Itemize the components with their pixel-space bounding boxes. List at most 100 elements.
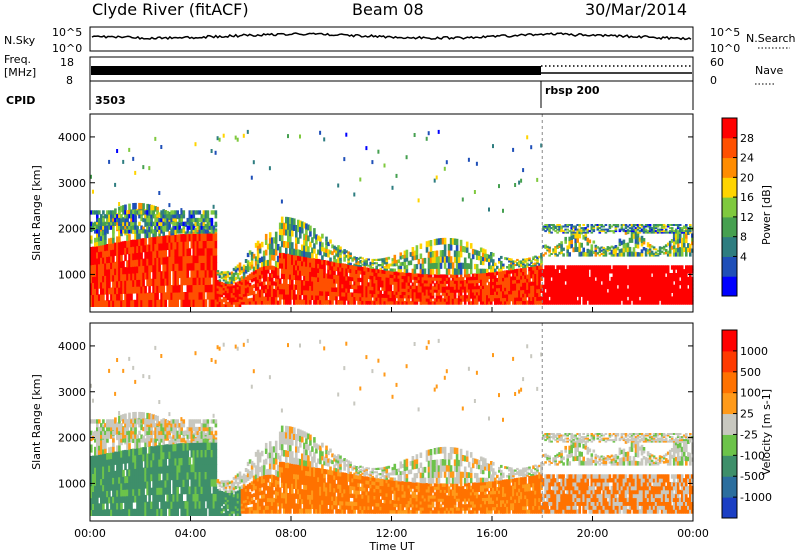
power-cell <box>421 279 425 284</box>
power-cell <box>363 293 366 298</box>
power-cell <box>542 273 545 278</box>
power-cell <box>291 242 294 249</box>
power-cell <box>343 300 346 305</box>
power-cell <box>634 251 638 257</box>
power-cell <box>628 288 632 293</box>
power-cell <box>622 288 626 293</box>
power-cell <box>325 252 328 257</box>
velocity-cell <box>116 423 119 428</box>
power-cell <box>289 299 292 305</box>
power-cell <box>166 214 169 219</box>
power-cell <box>92 276 95 283</box>
power-cell <box>395 281 399 286</box>
power-cell <box>200 225 204 230</box>
power-cell <box>634 296 638 301</box>
power-cell <box>208 233 212 241</box>
power-cell <box>194 227 198 231</box>
power-cell <box>142 245 145 253</box>
power-cell <box>264 239 268 245</box>
power-cell <box>417 279 421 284</box>
power-cell <box>425 301 429 305</box>
power-cell <box>417 298 421 302</box>
power-cell <box>486 278 489 283</box>
power-cell <box>387 263 391 267</box>
power-cell <box>339 275 342 280</box>
power-cell <box>680 227 684 230</box>
power-cell <box>293 289 296 295</box>
power-cell <box>278 288 282 295</box>
power-cell <box>134 299 137 307</box>
power-cell <box>210 299 214 307</box>
velocity-cell <box>102 448 105 455</box>
power-cell <box>602 273 606 278</box>
power-cell <box>96 288 99 295</box>
velocity-cell <box>96 450 99 456</box>
power-cell <box>475 161 478 166</box>
power-cell <box>447 262 451 269</box>
power-cell <box>381 265 384 269</box>
power-cell <box>484 285 487 289</box>
power-cell <box>630 265 634 270</box>
power-cell <box>152 250 155 259</box>
power-cell <box>584 296 588 301</box>
power-cell <box>397 271 401 276</box>
power-cell <box>345 280 348 285</box>
power-cell <box>142 299 145 307</box>
power-cell <box>558 265 561 270</box>
power-cell <box>339 279 342 284</box>
power-cell <box>429 292 433 296</box>
power-cell <box>196 269 200 278</box>
power-cell <box>172 217 175 222</box>
power-cell <box>130 286 133 294</box>
power-cell <box>138 245 141 253</box>
power-cell <box>475 276 479 280</box>
power-cell <box>180 299 183 307</box>
power-cell <box>339 271 342 276</box>
power-cell <box>401 281 405 286</box>
power-cell <box>190 255 194 264</box>
velocity-cell <box>114 470 117 478</box>
power-cell <box>620 292 624 297</box>
power-cell <box>685 292 688 297</box>
power-cell <box>642 228 646 231</box>
power-cell <box>102 275 105 283</box>
velocity-cell <box>112 451 115 459</box>
power-cell <box>200 221 204 226</box>
power-cell <box>333 258 336 263</box>
power-cell <box>582 292 585 297</box>
power-cell <box>148 299 151 307</box>
power-cell <box>560 300 563 305</box>
power-cell <box>285 216 288 224</box>
power-cell <box>120 280 123 288</box>
power-cell <box>536 277 539 282</box>
power-cell <box>329 261 332 266</box>
power-cell <box>351 257 354 260</box>
power-cell <box>327 282 330 288</box>
power-cell <box>256 263 260 269</box>
power-cell <box>280 283 284 290</box>
power-cell <box>556 269 559 274</box>
power-cell <box>172 256 175 264</box>
power-cell <box>210 229 214 234</box>
power-cell <box>660 228 664 231</box>
velocity-cell <box>130 462 133 470</box>
power-cell <box>512 262 515 265</box>
power-cell <box>524 278 527 283</box>
power-cell <box>689 288 692 293</box>
velocity-cell <box>108 496 111 504</box>
power-cell <box>383 287 387 291</box>
power-cell <box>484 275 487 280</box>
power-cell <box>409 294 413 299</box>
power-cell <box>550 273 553 278</box>
power-cell <box>455 283 459 287</box>
power-cell <box>138 299 141 307</box>
power-cell <box>258 274 262 279</box>
power-cell <box>289 264 292 270</box>
power-cell <box>244 259 248 263</box>
power-cell <box>610 230 614 233</box>
power-cell <box>405 285 409 289</box>
power-cell <box>186 222 190 225</box>
power-cell <box>650 280 654 286</box>
power-cell <box>610 269 614 274</box>
power-cell <box>652 227 656 230</box>
